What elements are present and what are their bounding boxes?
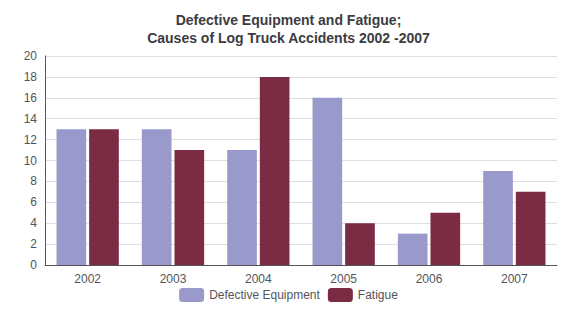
svg-text:Defective Equipment: Defective Equipment — [209, 288, 320, 302]
svg-text:2: 2 — [30, 237, 37, 251]
svg-text:2007: 2007 — [501, 272, 528, 286]
svg-text:2006: 2006 — [416, 272, 443, 286]
svg-text:12: 12 — [24, 133, 38, 147]
svg-text:Fatigue: Fatigue — [358, 288, 398, 302]
svg-text:10: 10 — [24, 154, 38, 168]
svg-text:20: 20 — [24, 49, 38, 63]
svg-text:2004: 2004 — [245, 272, 272, 286]
svg-text:2005: 2005 — [330, 272, 357, 286]
svg-text:0: 0 — [30, 258, 37, 272]
svg-text:2002: 2002 — [74, 272, 101, 286]
svg-text:8: 8 — [30, 174, 37, 188]
svg-text:2003: 2003 — [160, 272, 187, 286]
svg-text:14: 14 — [24, 112, 38, 126]
svg-text:16: 16 — [24, 91, 38, 105]
svg-text:18: 18 — [24, 70, 38, 84]
svg-text:4: 4 — [30, 216, 37, 230]
svg-text:Defective Equipment and Fatigu: Defective Equipment and Fatigue; — [176, 12, 402, 28]
svg-text:Causes of Log Truck Accidents: Causes of Log Truck Accidents 2002 -2007 — [147, 30, 430, 46]
svg-text:6: 6 — [30, 195, 37, 209]
